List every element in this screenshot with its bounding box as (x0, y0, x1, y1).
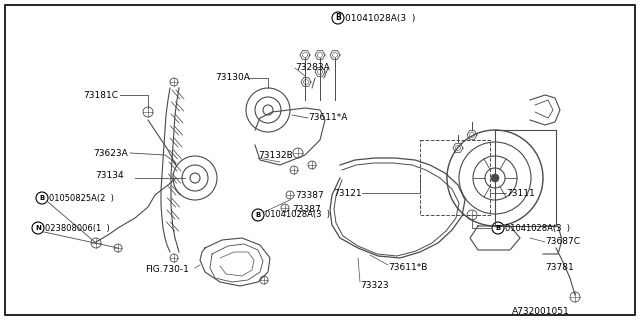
Text: 73611*A: 73611*A (308, 114, 348, 123)
Text: 023808006(1  ): 023808006(1 ) (45, 223, 109, 233)
Text: B: B (255, 212, 260, 218)
Circle shape (491, 174, 499, 182)
Text: 01050825A(2  ): 01050825A(2 ) (49, 194, 114, 203)
Text: 73132B: 73132B (258, 150, 292, 159)
Text: 73130A: 73130A (215, 74, 250, 83)
Text: 73323: 73323 (360, 281, 388, 290)
Text: 73111: 73111 (506, 188, 535, 197)
Text: 73687C: 73687C (545, 237, 580, 246)
Text: 01041028A(3  ): 01041028A(3 ) (505, 223, 570, 233)
Text: A732001051: A732001051 (512, 308, 570, 316)
Text: N: N (35, 225, 41, 231)
Text: 73134: 73134 (95, 171, 124, 180)
Text: 73611*B: 73611*B (388, 263, 428, 273)
Text: 73387: 73387 (292, 205, 321, 214)
Text: B: B (40, 195, 45, 201)
Text: 73623A: 73623A (93, 148, 128, 157)
Text: B: B (335, 13, 341, 22)
Text: 73121: 73121 (333, 188, 362, 197)
Text: 01041028A(3  ): 01041028A(3 ) (265, 211, 330, 220)
Text: B: B (495, 225, 500, 231)
Text: 73181C: 73181C (83, 91, 118, 100)
Text: 73283A: 73283A (295, 63, 330, 73)
Text: FIG.730-1: FIG.730-1 (145, 266, 189, 275)
Text: 01041028A(3  ): 01041028A(3 ) (345, 13, 415, 22)
Text: 73781: 73781 (545, 263, 573, 273)
Text: 73387: 73387 (295, 191, 324, 201)
